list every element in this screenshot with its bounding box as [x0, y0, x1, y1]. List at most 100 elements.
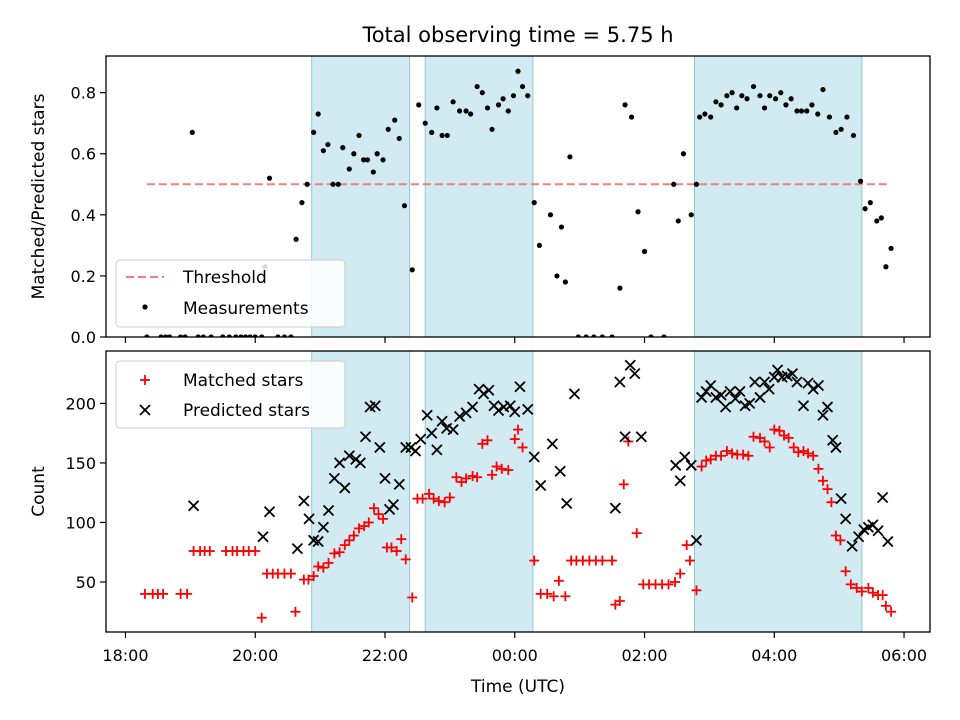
matched-star-marker — [727, 448, 738, 459]
predicted-star-marker — [743, 397, 756, 410]
measurement-point — [671, 181, 677, 187]
measurement-point — [761, 105, 768, 111]
predicted-star-marker — [568, 388, 581, 400]
plot-area — [139, 351, 897, 632]
measurement-point — [857, 178, 864, 184]
matched-star-marker — [681, 540, 692, 551]
predicted-star-marker — [763, 383, 775, 395]
shaded-interval — [424, 351, 534, 632]
measurement-point — [862, 206, 868, 212]
matched-star-marker — [759, 436, 770, 447]
measurement-point — [697, 114, 703, 120]
matched-star-marker — [529, 555, 540, 566]
measurement-point — [311, 129, 317, 135]
predicted-star-marker — [821, 401, 834, 413]
measurement-point — [757, 93, 763, 99]
matched-star-marker — [182, 588, 193, 599]
x-tick-label: 18:00 — [102, 646, 148, 665]
matched-star-marker — [826, 497, 837, 508]
matched-star-marker — [691, 585, 702, 596]
measurement-point — [315, 111, 321, 117]
predicted-star-marker — [817, 409, 829, 421]
measurement-point — [401, 203, 408, 209]
matched-star-marker — [867, 587, 878, 598]
legend-box — [115, 259, 346, 328]
measurement-point — [820, 86, 826, 93]
matched-star-marker — [798, 446, 809, 457]
matched-star-marker — [542, 588, 553, 599]
measurement-point — [844, 114, 850, 120]
predicted-star-marker — [415, 433, 427, 445]
measurement-point — [713, 99, 719, 105]
matched-star-marker — [877, 590, 888, 601]
measurement-point — [554, 273, 560, 279]
measurement-point — [547, 212, 554, 218]
measurement-point — [833, 129, 839, 135]
measurement-point — [335, 181, 341, 187]
measurement-point — [385, 126, 391, 132]
predicted-star-marker — [426, 427, 438, 439]
measurement-point — [878, 215, 884, 221]
measurement-point — [484, 105, 491, 111]
measurement-point — [519, 83, 526, 90]
measurement-point — [340, 145, 346, 151]
measurement-point — [617, 285, 623, 291]
predicted-star-marker — [624, 359, 636, 371]
matched-star-marker — [439, 497, 450, 508]
matched-star-marker — [428, 493, 439, 504]
matched-star-marker — [417, 493, 428, 504]
predicted-star-marker — [291, 543, 304, 555]
predicted-star-marker — [619, 431, 631, 443]
predicted-star-marker — [298, 495, 310, 507]
matched-star-marker — [472, 472, 483, 483]
measurement-point — [525, 93, 531, 99]
measurement-point — [325, 141, 331, 148]
measurement-point — [744, 96, 750, 102]
predicted-star-marker — [409, 445, 422, 457]
y-tick-label: 50 — [76, 573, 96, 592]
predicted-star-marker — [835, 493, 847, 505]
matched-star-marker — [851, 582, 862, 593]
predicted-star-marker — [554, 465, 566, 477]
measurement-point — [628, 114, 635, 120]
measurement-point — [422, 120, 428, 126]
measurement-point — [558, 224, 565, 230]
predicted-star-marker — [322, 504, 335, 517]
predicted-star-marker — [786, 367, 799, 380]
measurement-point — [463, 108, 469, 114]
y-tick-label: 0.2 — [71, 267, 96, 286]
matched-star-marker — [774, 425, 785, 436]
predicted-star-marker — [354, 457, 366, 469]
matched-star-marker — [813, 463, 824, 474]
matched-star-marker — [738, 449, 749, 460]
matched-star-marker — [386, 542, 397, 553]
matched-star-marker — [845, 579, 856, 590]
matched-star-marker — [835, 535, 846, 546]
predicted-star-marker — [477, 388, 490, 400]
predicted-star-marker — [629, 367, 641, 380]
predicted-star-marker — [715, 389, 727, 401]
measurement-point — [874, 218, 880, 224]
predicted-star-marker — [771, 364, 784, 376]
matched-star-marker — [663, 579, 674, 590]
measurement-point — [888, 245, 894, 252]
measurement-point — [729, 90, 735, 96]
measurement-point — [396, 135, 402, 142]
x-tick-label: 04:00 — [751, 646, 797, 665]
measurement-point — [562, 279, 568, 285]
predicted-star-marker — [791, 376, 803, 388]
matched-star-marker — [769, 424, 780, 435]
matched-star-marker — [886, 606, 897, 617]
predicted-star-marker — [734, 385, 746, 398]
legend-predicted-swatch — [139, 404, 151, 416]
x-tick-label: 00:00 — [492, 646, 538, 665]
measurement-point — [680, 151, 687, 157]
measurement-point — [867, 200, 873, 206]
matched-star-marker — [334, 547, 345, 558]
measurement-point — [718, 102, 724, 108]
y-tick-label: 0.0 — [71, 328, 96, 347]
predicted-star-marker — [705, 379, 717, 392]
shaded-interval — [693, 56, 863, 337]
matched-star-marker — [517, 442, 528, 453]
predicted-star-marker — [614, 376, 626, 388]
